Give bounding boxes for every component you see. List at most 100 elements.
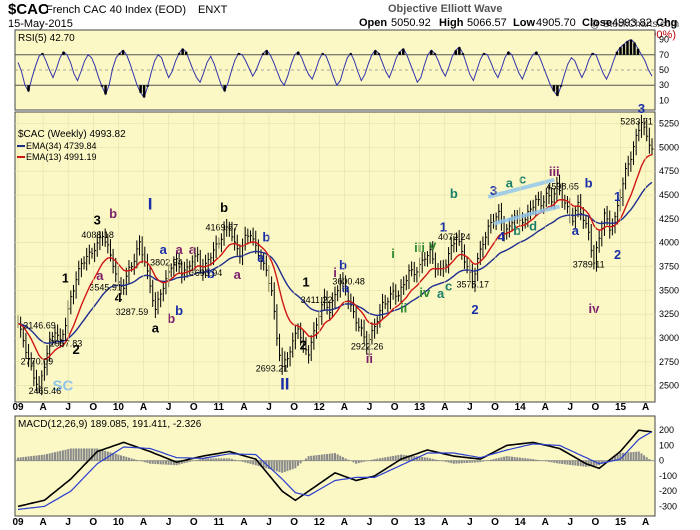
price-label: 2693.21 xyxy=(256,363,289,373)
price-label: 3287.59 xyxy=(116,307,149,317)
x-tick-label: J xyxy=(568,517,574,528)
wave-label: iv xyxy=(419,285,431,300)
x-tick-label: 14 xyxy=(515,402,527,413)
wave-label: b xyxy=(175,303,183,318)
price-label: 3545.91 xyxy=(89,282,122,292)
price-tick-label: 3250 xyxy=(659,309,679,319)
wave-label: d xyxy=(529,218,537,233)
signal-line xyxy=(17,431,653,510)
wave-label: II xyxy=(280,375,289,394)
index-name: French CAC 40 Index (EOD) xyxy=(46,4,186,16)
macd-panel xyxy=(14,415,656,517)
wave-label: a xyxy=(342,280,350,295)
wave-label: a xyxy=(160,242,168,257)
chart-title: Objective Elliott Wave xyxy=(388,3,503,15)
price-label: 5283.71 xyxy=(620,116,653,126)
x-tick-label: 11 xyxy=(214,402,225,413)
x-tick-label: A xyxy=(39,402,46,413)
price-tick-label: 4750 xyxy=(659,166,679,176)
x-tick-label: J xyxy=(266,402,272,413)
wave-label: b xyxy=(220,200,228,215)
wave-label: 4 xyxy=(115,290,123,305)
x-tick-label: J xyxy=(367,402,373,413)
wave-label: b xyxy=(262,230,270,245)
rsi-tick-label: 10 xyxy=(659,95,669,105)
price-label: 4088.18 xyxy=(81,230,114,240)
trend-channel-upper xyxy=(487,177,555,199)
credit: @ StockCharts.com xyxy=(590,19,679,30)
x-tick-label: J xyxy=(266,517,272,528)
price-tick-label: 4250 xyxy=(659,214,679,224)
x-tick-label: A xyxy=(542,517,549,528)
x-tick-label: O xyxy=(89,517,97,528)
wave-label: iii xyxy=(549,164,560,179)
price-label: 2957.83 xyxy=(50,339,83,349)
x-tick-label: O xyxy=(592,402,600,413)
price-layer: 2500 2750 3000 3250 3500 3750 4000 4250 4500 4750… xyxy=(15,101,679,396)
wave-label: ii xyxy=(400,300,407,315)
high-label: High xyxy=(439,17,464,29)
wave-label: a xyxy=(234,267,242,282)
price-label: 3802.94 xyxy=(150,258,183,268)
x-tick-label: O xyxy=(190,402,198,413)
wave-label: b xyxy=(207,266,215,281)
macd-tick-label: 100 xyxy=(659,440,674,450)
wave-label: 4 xyxy=(498,229,506,244)
ema34-line xyxy=(17,181,653,345)
x-tick-label: 12 xyxy=(314,517,326,528)
x-tick-label: J xyxy=(166,517,172,528)
wave-label: b xyxy=(167,311,175,326)
exchange: ENXT xyxy=(198,4,228,16)
rsi-tick-label: 70 xyxy=(659,50,669,60)
wave-label: 2 xyxy=(72,342,79,357)
wave-label: I xyxy=(148,194,153,213)
x-tick-label: 10 xyxy=(113,402,125,413)
open-value: 5050.92 xyxy=(391,17,431,29)
x-tick-label: A xyxy=(140,517,147,528)
x-axis: 0909AAJJOO1010AAJJOO1111AAJJOO1212AAJJOO… xyxy=(12,114,649,528)
wave-label: a xyxy=(257,250,265,265)
rsi-legend: RSI(5) 42.70 xyxy=(18,33,75,44)
x-tick-label: O xyxy=(190,517,198,528)
macd-tick-label: -100 xyxy=(659,471,677,481)
price-label: 4169.87 xyxy=(206,222,239,232)
wave-label: a xyxy=(506,175,514,190)
wave-label: 1 xyxy=(302,275,309,290)
price-label: 4598.65 xyxy=(546,181,579,191)
x-tick-label: O xyxy=(290,517,298,528)
x-tick-label: O xyxy=(391,402,399,413)
x-tick-label: A xyxy=(240,517,247,528)
x-tick-label: 09 xyxy=(12,402,24,413)
macd-layer: -300 -200 -100 0 100 200 xyxy=(15,425,677,511)
x-tick-label: 09 xyxy=(12,517,24,528)
price-tick-label: 3000 xyxy=(659,333,679,343)
wave-label: 3 xyxy=(638,101,645,116)
macd-tick-label: -300 xyxy=(659,501,677,511)
price-label: 3146.69 xyxy=(23,321,56,331)
wave-label: 1 xyxy=(614,189,621,204)
wave-label: a xyxy=(189,242,197,257)
price-tick-label: 3750 xyxy=(659,262,679,272)
price-tick-label: 5250 xyxy=(659,119,679,129)
wave-label: b xyxy=(109,206,117,221)
price-tick-label: 4000 xyxy=(659,238,679,248)
x-tick-label: 11 xyxy=(214,517,225,528)
wave-label: v xyxy=(429,237,437,252)
wave-label: 3 xyxy=(94,213,101,228)
wave-label: a xyxy=(96,268,104,283)
rsi-layer: 10 30 50 70 90 xyxy=(15,35,669,105)
x-tick-label: O xyxy=(89,402,97,413)
x-tick-label: A xyxy=(341,517,348,528)
low-label: Low xyxy=(513,17,535,29)
wave-label: 3 xyxy=(490,183,497,198)
macd-tick-label: 200 xyxy=(659,425,674,435)
wave-label: b xyxy=(585,175,593,190)
price-label: 2770.09 xyxy=(21,357,54,367)
wave-label: a xyxy=(572,223,580,238)
price-tick-label: 4500 xyxy=(659,190,679,200)
x-tick-label: O xyxy=(592,517,600,528)
x-tick-label: A xyxy=(140,402,147,413)
rsi-tick-label: 30 xyxy=(659,80,669,90)
wave-label: a xyxy=(437,286,445,301)
